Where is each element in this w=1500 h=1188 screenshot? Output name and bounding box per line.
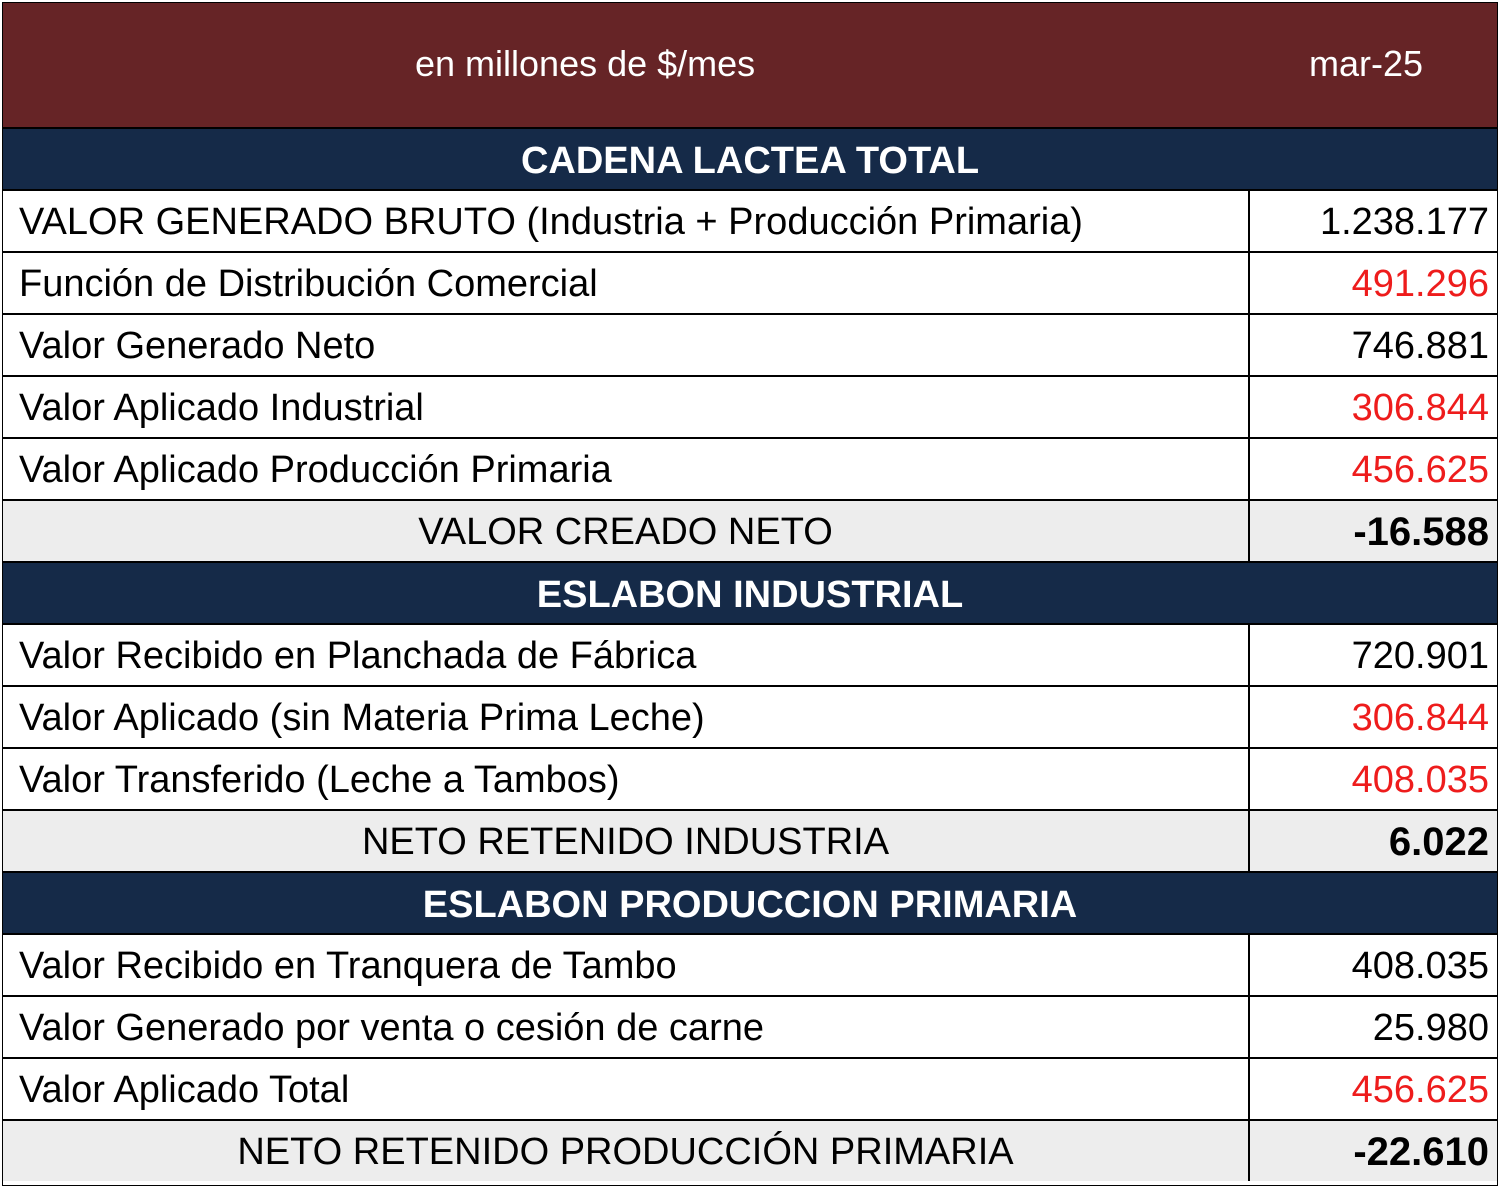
unit-label: en millones de $/mes	[415, 43, 756, 84]
total-label: NETO RETENIDO INDUSTRIA	[361, 821, 890, 863]
row-value: 25.980	[1248, 997, 1497, 1057]
total-value: -16.588	[1248, 501, 1497, 561]
row-value: 456.625	[1248, 1059, 1497, 1119]
table-row: Valor Recibido en Tranquera de Tambo 408…	[3, 933, 1497, 995]
row-value: 306.844	[1248, 687, 1497, 747]
table-row: Valor Aplicado (sin Materia Prima Leche)…	[3, 685, 1497, 747]
row-label: Valor Aplicado Total	[19, 1069, 350, 1111]
row-label: Valor Recibido en Tranquera de Tambo	[19, 945, 677, 987]
section-header-eslabon-produccion-primaria: ESLABON PRODUCCION PRIMARIA	[3, 871, 1497, 933]
row-label: Valor Generado por venta o cesión de car…	[19, 1007, 764, 1049]
section-header-cadena-lactea-total: CADENA LACTEA TOTAL	[3, 127, 1497, 189]
row-value: 408.035	[1248, 935, 1497, 995]
total-value: -22.610	[1248, 1121, 1497, 1181]
table-row: VALOR GENERADO BRUTO (Industria + Produc…	[3, 189, 1497, 251]
total-label: VALOR CREADO NETO	[418, 511, 833, 553]
section-header-eslabon-industrial: ESLABON INDUSTRIAL	[3, 561, 1497, 623]
row-value: 746.881	[1248, 315, 1497, 375]
table-row: Función de Distribución Comercial 491.29…	[3, 251, 1497, 313]
row-value: 456.625	[1248, 439, 1497, 499]
row-label: Valor Generado Neto	[19, 325, 376, 367]
total-row-neto-retenido-produccion-primaria: NETO RETENIDO PRODUCCIÓN PRIMARIA -22.61…	[3, 1119, 1497, 1181]
total-row-valor-creado-neto: VALOR CREADO NETO -16.588	[3, 499, 1497, 561]
row-label: Valor Transferido (Leche a Tambos)	[19, 759, 620, 801]
row-value: 306.844	[1248, 377, 1497, 437]
row-value: 1.238.177	[1248, 191, 1497, 251]
table-row: Valor Aplicado Producción Primaria 456.6…	[3, 437, 1497, 499]
row-label: VALOR GENERADO BRUTO (Industria + Produc…	[19, 201, 1083, 243]
row-label: Valor Aplicado (sin Materia Prima Leche)	[19, 697, 705, 739]
row-value: 491.296	[1248, 253, 1497, 313]
row-label: Valor Recibido en Planchada de Fábrica	[19, 635, 697, 677]
table-row: Valor Generado Neto 746.881	[3, 313, 1497, 375]
table-row: Valor Transferido (Leche a Tambos) 408.0…	[3, 747, 1497, 809]
total-label: NETO RETENIDO PRODUCCIÓN PRIMARIA	[237, 1131, 1014, 1173]
total-value: 6.022	[1248, 811, 1497, 871]
table-row: Valor Aplicado Total 456.625	[3, 1057, 1497, 1119]
table-row: Valor Aplicado Industrial 306.844	[3, 375, 1497, 437]
row-label: Función de Distribución Comercial	[19, 263, 598, 305]
table-header: en millones de $/mes mar-25	[3, 3, 1497, 127]
row-value: 408.035	[1248, 749, 1497, 809]
row-value: 720.901	[1248, 625, 1497, 685]
table-row: Valor Recibido en Planchada de Fábrica 7…	[3, 623, 1497, 685]
period-label: mar-25	[1309, 43, 1424, 84]
table-row: Valor Generado por venta o cesión de car…	[3, 995, 1497, 1057]
total-row-neto-retenido-industria: NETO RETENIDO INDUSTRIA 6.022	[3, 809, 1497, 871]
row-label: Valor Aplicado Producción Primaria	[19, 449, 612, 491]
row-label: Valor Aplicado Industrial	[19, 387, 424, 429]
